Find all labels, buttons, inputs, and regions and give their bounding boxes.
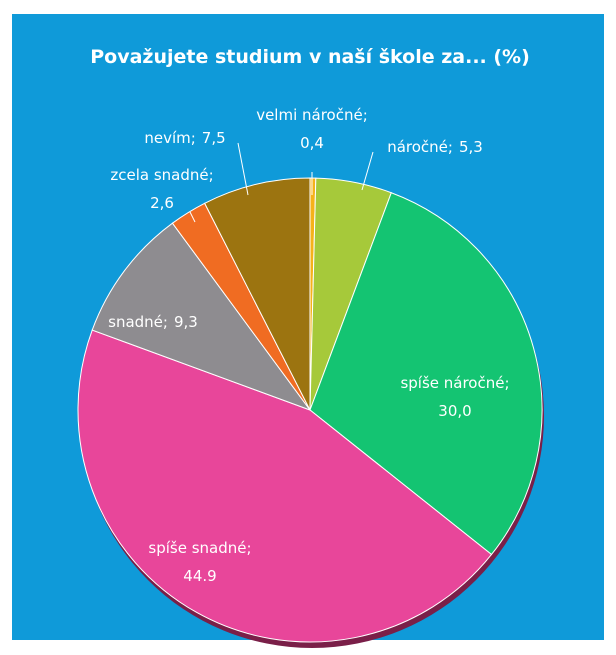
- chart-title: Považujete studium v naší škole za... (%…: [90, 46, 530, 68]
- label-separator: ;: [209, 166, 214, 184]
- label-category: velmi náročné: [256, 106, 363, 124]
- label-value: 2,6: [150, 194, 174, 212]
- label-category: spíše snadné: [148, 539, 246, 557]
- label-separator: ;: [448, 138, 453, 156]
- label-value: 0,4: [300, 134, 324, 152]
- pie-slice: [309, 192, 543, 556]
- data-label: velmi náročné; 0,4: [256, 106, 368, 152]
- data-label: spíše snadné; 44.9: [148, 539, 251, 585]
- pie-slice: [204, 177, 311, 411]
- label-separator: ;: [504, 374, 509, 392]
- label-value: 7,5: [202, 129, 226, 147]
- label-value: 30,0: [438, 402, 471, 420]
- label-separator: ;: [247, 539, 252, 557]
- label-category: snadné: [108, 313, 163, 331]
- data-label: spíše náročné; 30,0: [400, 374, 509, 420]
- label-category: zcela snadné: [110, 166, 208, 184]
- data-label: nevím; 7,5: [144, 129, 225, 147]
- data-label: náročné; 5,3: [387, 138, 483, 156]
- data-label: zcela snadné; 2,6: [110, 166, 213, 212]
- pie-slice: [77, 329, 493, 643]
- pie-slice: [91, 222, 312, 412]
- leader-line: [189, 211, 196, 223]
- label-value: 44.9: [183, 567, 216, 585]
- label-separator: ;: [163, 313, 168, 331]
- data-label: snadné; 9,3: [108, 313, 198, 331]
- label-value: 9,3: [174, 313, 198, 331]
- leader-line: [361, 151, 374, 191]
- label-separator: ;: [363, 106, 368, 124]
- leader-line: [237, 142, 249, 196]
- label-value: 5,3: [459, 138, 483, 156]
- label-category: náročné: [387, 138, 448, 156]
- label-separator: ;: [191, 129, 196, 147]
- label-category: nevím: [144, 129, 190, 147]
- label-category: spíše náročné: [400, 374, 504, 392]
